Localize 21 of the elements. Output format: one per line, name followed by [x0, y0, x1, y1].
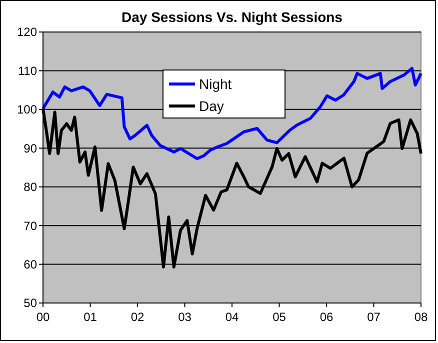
x-tick-label: 07 [367, 310, 381, 324]
x-tick-label: 02 [130, 310, 144, 324]
y-tick-label: 100 [16, 102, 38, 117]
legend-label: Night [199, 76, 232, 92]
x-tick-label: 08 [414, 310, 428, 324]
chart-title: Day Sessions Vs. Night Sessions [122, 9, 343, 25]
y-tick-label: 50 [24, 296, 38, 310]
y-tick-label: 60 [24, 257, 38, 272]
x-tick-label: 06 [320, 310, 334, 324]
y-tick-label: 110 [18, 64, 38, 78]
x-tick-label: 01 [84, 310, 98, 324]
x-tick-label: 05 [272, 310, 286, 324]
y-tick-label: 120 [16, 25, 38, 40]
x-tick-label: 00 [36, 310, 50, 324]
y-tick-label: 90 [24, 141, 38, 156]
legend-label: Day [199, 98, 224, 114]
y-tick-label: 80 [24, 180, 38, 194]
y-tick-label: 70 [24, 218, 38, 233]
line-series [42, 66, 422, 160]
x-tick-label: 03 [178, 310, 192, 324]
x-tick-label: 04 [225, 310, 239, 324]
